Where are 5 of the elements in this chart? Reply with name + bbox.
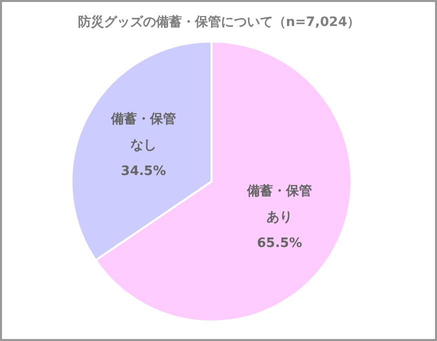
data-label: 34.5% xyxy=(120,164,166,179)
data-label: 65.5% xyxy=(257,236,302,252)
slice-label: 備蓄・保管なし xyxy=(110,110,176,153)
slice-label: 備蓄・保管あり xyxy=(246,183,312,226)
chart-title: 防災グッズの備蓄・保管について（n=7,024） xyxy=(78,14,360,30)
